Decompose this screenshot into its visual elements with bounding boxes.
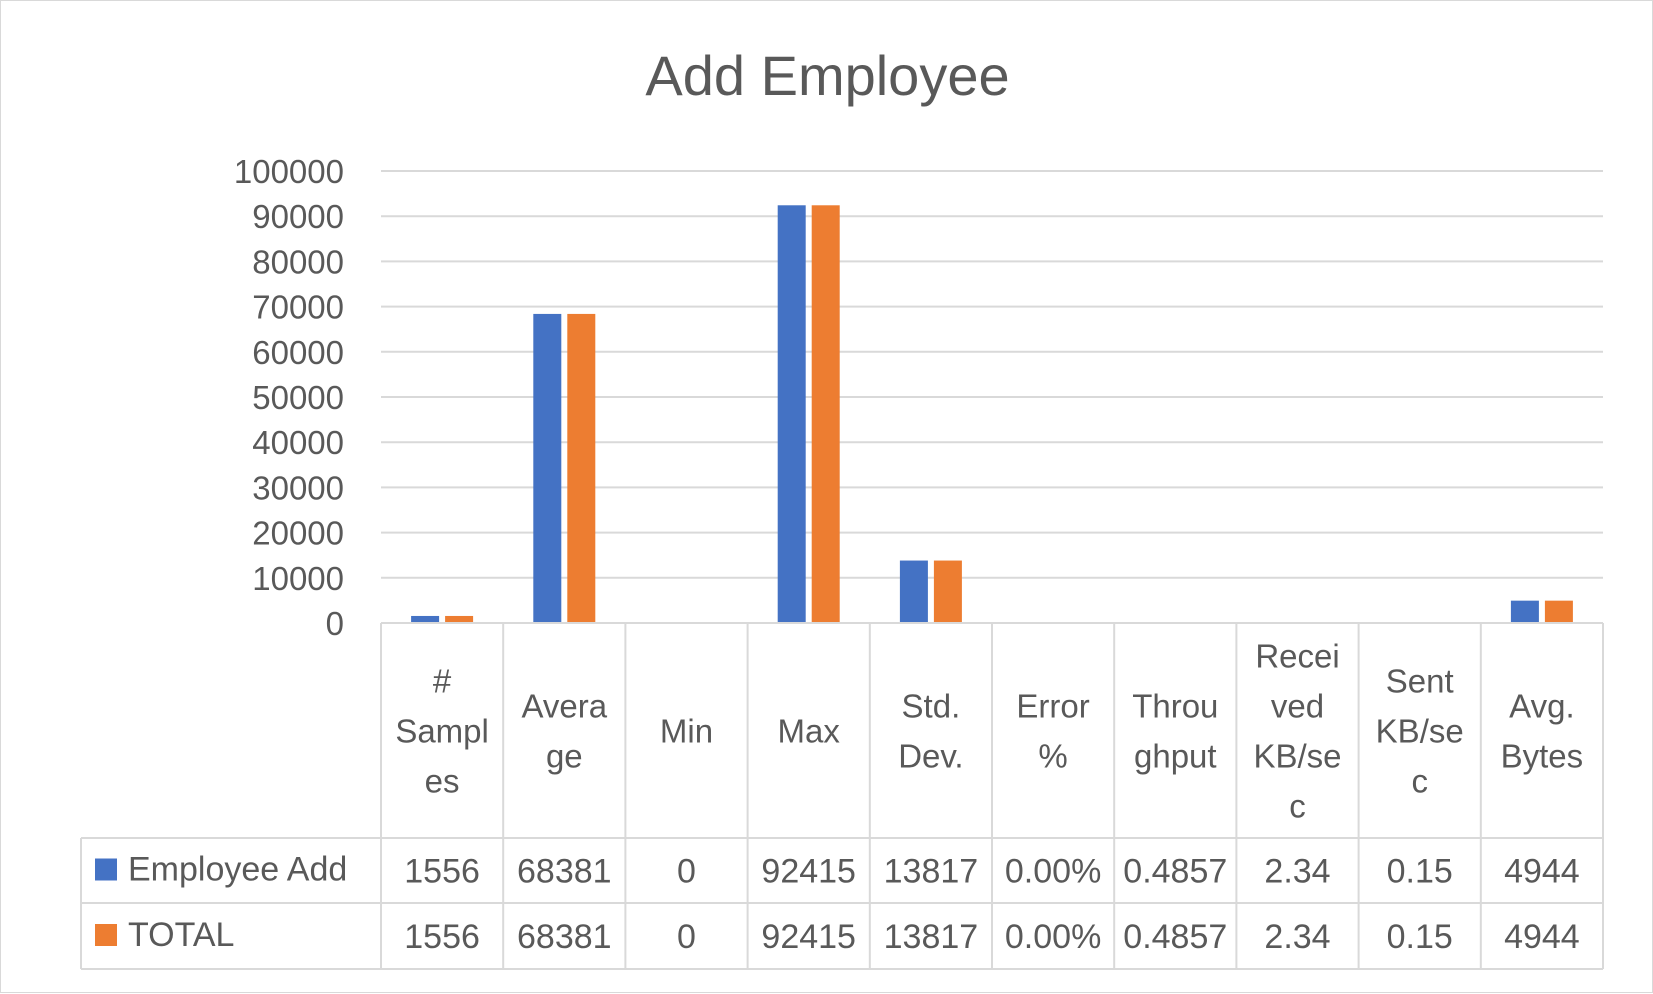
table-cell: 1556 (404, 918, 480, 956)
category-label: Throu (1132, 688, 1218, 725)
series-label: Employee Add (128, 851, 347, 889)
category-label: Avg. (1509, 688, 1574, 725)
bar (1545, 601, 1573, 623)
category-label: es (425, 763, 460, 800)
table-cell: 0.00% (1005, 918, 1101, 956)
y-tick-label: 50000 (252, 379, 344, 416)
category-label: KB/se (1376, 713, 1464, 750)
bar (934, 561, 962, 623)
table-cell: 13817 (884, 853, 979, 891)
category-label: c (1411, 763, 1428, 800)
category-label: Sampl (395, 713, 489, 750)
category-label: Error (1016, 688, 1089, 725)
category-label: Min (660, 713, 713, 750)
table-cell: 2.34 (1264, 918, 1330, 956)
bar (533, 314, 561, 623)
category-label: Sent (1386, 663, 1454, 700)
table-cell: 68381 (517, 853, 612, 891)
bar (812, 205, 840, 623)
category-label: Std. (902, 688, 961, 725)
legend-key (95, 859, 117, 881)
y-tick-label: 80000 (252, 243, 344, 280)
table-cell: 0.4857 (1123, 918, 1227, 956)
bar (1511, 601, 1539, 623)
table-cell: 0.15 (1387, 853, 1453, 891)
category-label: Max (778, 713, 841, 750)
y-tick-label: 70000 (252, 289, 344, 326)
category-label: Dev. (898, 738, 963, 775)
y-tick-label: 40000 (252, 424, 344, 461)
category-label: Recei (1255, 638, 1339, 675)
category-label: KB/se (1253, 738, 1341, 775)
series-label: TOTAL (128, 916, 234, 954)
table-cell: 0.00% (1005, 853, 1101, 891)
table-cell: 92415 (761, 853, 856, 891)
bar (411, 616, 439, 623)
category-label: % (1038, 738, 1067, 775)
table-cell: 4944 (1504, 853, 1580, 891)
table-cell: 68381 (517, 918, 612, 956)
table-cell: 0.15 (1387, 918, 1453, 956)
bar (567, 314, 595, 623)
table-cell: 0.4857 (1123, 853, 1227, 891)
table-cell: 0 (677, 918, 696, 956)
category-label: Avera (521, 688, 607, 725)
category-label: # (433, 663, 452, 700)
y-tick-label: 100000 (234, 153, 344, 190)
bar (900, 561, 928, 623)
legend-key (95, 924, 117, 946)
y-tick-label: 90000 (252, 198, 344, 235)
table-cell: 1556 (404, 853, 480, 891)
table-cell: 13817 (884, 918, 979, 956)
bar (445, 616, 473, 623)
table-cell: 0 (677, 853, 696, 891)
category-label: Bytes (1501, 738, 1584, 775)
y-tick-label: 60000 (252, 334, 344, 371)
table-cell: 2.34 (1264, 853, 1330, 891)
y-tick-label: 20000 (252, 515, 344, 552)
table-cell: 92415 (761, 918, 856, 956)
category-label: c (1289, 788, 1306, 825)
category-label: ge (546, 738, 583, 775)
y-tick-label: 10000 (252, 560, 344, 597)
category-label: ved (1271, 688, 1324, 725)
y-tick-label: 0 (326, 605, 344, 642)
category-label: ghput (1134, 738, 1217, 775)
bar (778, 205, 806, 623)
table-cell: 4944 (1504, 918, 1580, 956)
y-tick-label: 30000 (252, 469, 344, 506)
